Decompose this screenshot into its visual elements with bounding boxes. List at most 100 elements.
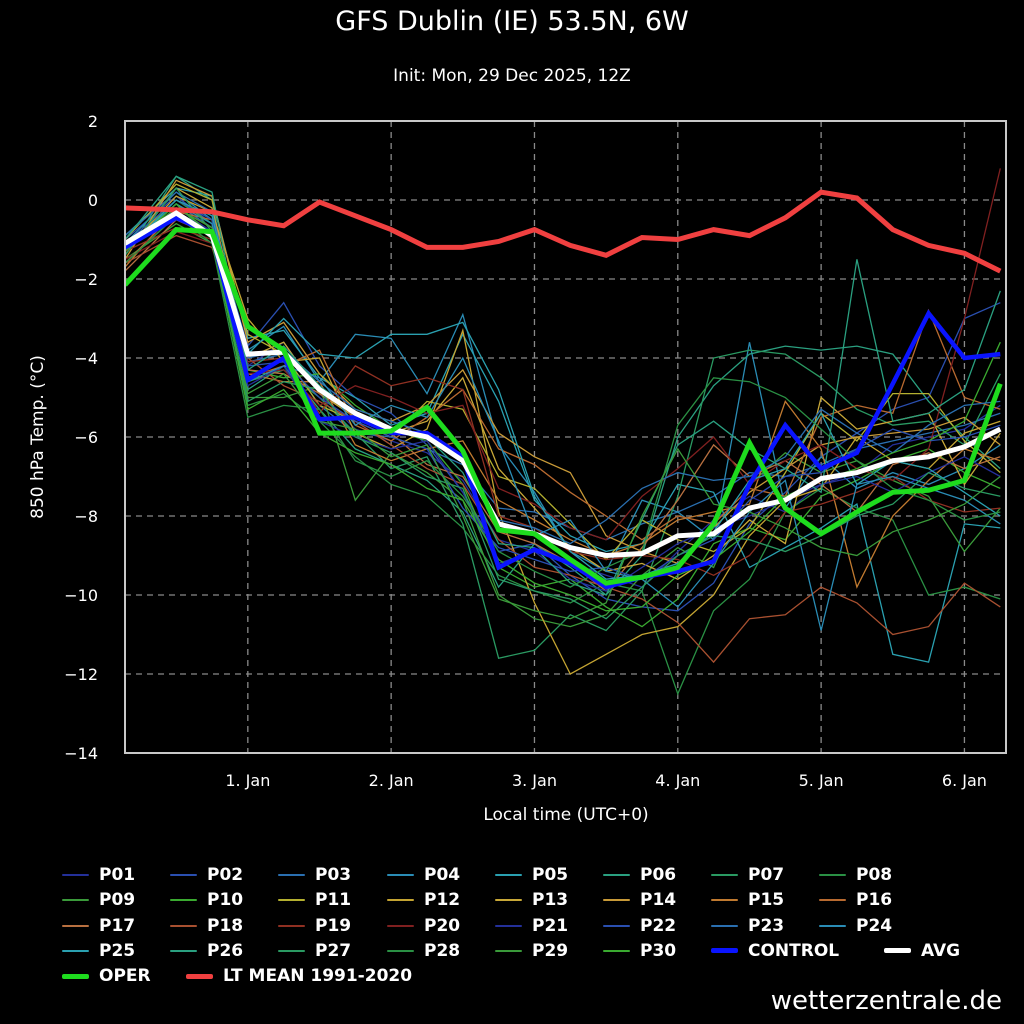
- member-line-p23: [125, 191, 1001, 545]
- member-line-p27: [125, 187, 1001, 620]
- legend-item-p18[interactable]: P18: [170, 916, 243, 936]
- legend-item-p28[interactable]: P28: [387, 941, 460, 961]
- chart-subtitle: Init: Mon, 29 Dec 2025, 12Z: [393, 66, 631, 86]
- y-tick-label: −10: [64, 586, 98, 605]
- legend-swatch: [62, 874, 89, 876]
- legend-item-p21[interactable]: P21: [495, 916, 568, 936]
- legend-label: P09: [99, 890, 136, 911]
- legend-swatch: [819, 899, 846, 902]
- legend-swatch: [495, 874, 522, 876]
- legend-swatch: [186, 973, 213, 979]
- legend-item-p25[interactable]: P25: [62, 941, 135, 961]
- legend-swatch: [387, 874, 414, 876]
- legend-label: P12: [424, 890, 461, 911]
- legend-label: P03: [315, 865, 352, 885]
- legend-swatch: [603, 874, 630, 876]
- legend-label: P30: [640, 940, 677, 961]
- x-tick-label: 6. Jan: [942, 771, 987, 790]
- legend-item-p15[interactable]: P15: [711, 890, 784, 910]
- member-line-p06: [125, 175, 1001, 596]
- legend-label: P18: [207, 915, 244, 936]
- tick-labels: 2 0 −2 −4 −6 −8 −10 −12 −14 1. Jan 2. Jan 3. Jan 4. …: [64, 112, 987, 790]
- x-tick-label: 1. Jan: [225, 771, 270, 790]
- legend-label: P19: [315, 915, 352, 936]
- legend-swatch: [62, 973, 89, 979]
- member-line-p30: [125, 203, 1001, 612]
- y-tick-label: −12: [64, 665, 98, 684]
- legend-item-p14[interactable]: P14: [603, 890, 676, 910]
- legend-item-p26[interactable]: P26: [170, 941, 243, 961]
- member-line-p08: [125, 202, 1001, 696]
- legend-swatch: [711, 948, 738, 954]
- y-axis-label: 850 hPa Temp. (°C): [28, 355, 48, 519]
- member-line-p05: [125, 187, 1001, 663]
- legend-label: P14: [640, 890, 677, 911]
- legend-swatch: [495, 949, 522, 952]
- legend-item-p22[interactable]: P22: [603, 916, 676, 936]
- legend-item-p16[interactable]: P16: [819, 890, 892, 910]
- legend-item-p02[interactable]: P02: [170, 865, 243, 885]
- x-tick-label: 4. Jan: [655, 771, 700, 790]
- legend-label: P01: [99, 865, 136, 885]
- legend-item-avg[interactable]: AVG: [884, 941, 960, 961]
- y-tick-label: −6: [74, 428, 98, 447]
- legend-item-p13[interactable]: P13: [495, 890, 568, 910]
- legend-label: P15: [748, 890, 785, 911]
- legend-item-p01[interactable]: P01: [62, 865, 135, 885]
- legend-item-p23[interactable]: P23: [711, 916, 784, 936]
- legend-label: P04: [424, 865, 461, 885]
- legend-item-p07[interactable]: P07: [711, 865, 784, 885]
- legend-label: LT MEAN 1991-2020: [223, 966, 413, 987]
- legend-label: P28: [424, 940, 461, 961]
- member-line-p02: [125, 195, 1001, 612]
- legend-item-p08[interactable]: P08: [819, 865, 892, 885]
- legend-item-p24[interactable]: P24: [819, 916, 892, 936]
- legend-item-lt-mean-1991-2020[interactable]: LT MEAN 1991-2020: [186, 966, 412, 986]
- legend-label: P25: [99, 940, 136, 961]
- member-line-p14: [125, 179, 1001, 565]
- y-tick-label: 0: [88, 191, 98, 210]
- legend-item-p11[interactable]: P11: [278, 890, 351, 910]
- legend-swatch: [170, 899, 197, 902]
- legend-item-p27[interactable]: P27: [278, 941, 351, 961]
- grid: [125, 121, 1006, 753]
- legend-item-oper[interactable]: OPER: [62, 966, 151, 986]
- legend-item-p06[interactable]: P06: [603, 865, 676, 885]
- legend-swatch: [603, 899, 630, 902]
- legend-item-p30[interactable]: P30: [603, 941, 676, 961]
- chart-title: GFS Dublin (IE) 53.5N, 6W: [335, 6, 689, 37]
- legend-swatch: [170, 949, 197, 952]
- legend-item-p05[interactable]: P05: [495, 865, 568, 885]
- lt-mean-line: [125, 189, 1002, 274]
- legend-item-p04[interactable]: P04: [387, 865, 460, 885]
- legend-item-p03[interactable]: P03: [278, 865, 351, 885]
- legend-swatch: [62, 949, 89, 952]
- y-tick-label: −8: [74, 507, 98, 526]
- legend-label: P13: [532, 890, 569, 911]
- legend-item-p10[interactable]: P10: [170, 890, 243, 910]
- member-line-p24: [125, 203, 1001, 631]
- legend-label: P27: [315, 940, 352, 961]
- legend-label: P20: [424, 915, 461, 936]
- legend-item-control[interactable]: CONTROL: [711, 941, 839, 961]
- legend-item-p20[interactable]: P20: [387, 916, 460, 936]
- oper-line: [125, 227, 1003, 586]
- legend-item-p17[interactable]: P17: [62, 916, 135, 936]
- legend-swatch: [387, 924, 414, 927]
- legend-swatch: [711, 924, 738, 927]
- legend-label: P22: [640, 915, 677, 936]
- legend-swatch: [495, 924, 522, 927]
- legend-item-p29[interactable]: P29: [495, 941, 568, 961]
- legend-item-p12[interactable]: P12: [387, 890, 460, 910]
- legend-label: P11: [315, 890, 352, 911]
- legend-item-p09[interactable]: P09: [62, 890, 135, 910]
- x-axis-label: Local time (UTC+0): [483, 805, 648, 825]
- legend-label: P02: [207, 865, 244, 885]
- legend-label: OPER: [99, 966, 151, 987]
- control-line: [125, 215, 1001, 590]
- legend-label: P26: [207, 940, 244, 961]
- y-tick-label: −4: [74, 349, 98, 368]
- member-line-p21: [125, 211, 1001, 592]
- legend-item-p19[interactable]: P19: [278, 916, 351, 936]
